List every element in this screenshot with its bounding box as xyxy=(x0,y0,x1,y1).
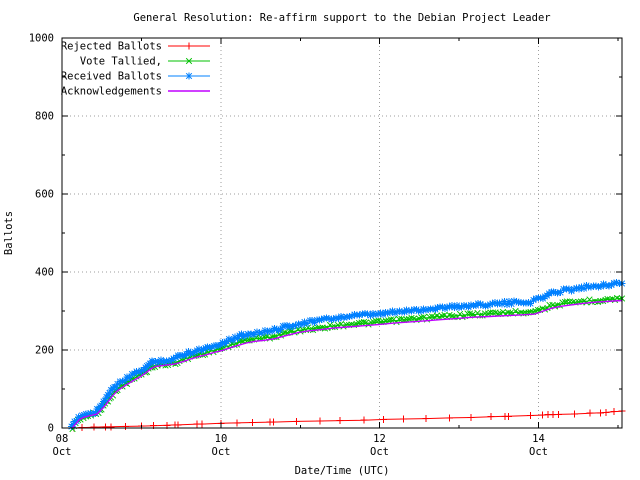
legend-item-acknowledgements: Acknowledgements xyxy=(61,86,210,98)
y-tick-label: 0 xyxy=(48,423,54,435)
y-tick-label: 1000 xyxy=(29,33,54,45)
chart-title: General Resolution: Re-affirm support to… xyxy=(133,12,550,24)
series-line-received-ballots xyxy=(71,282,623,429)
x-tick-label: Oct xyxy=(53,446,72,458)
legend-sample-marker-vote-tallied xyxy=(185,57,193,65)
x-tick-label: Oct xyxy=(370,446,389,458)
legend-item-vote-tallied: Vote Tallied, xyxy=(80,56,210,68)
legend-label-rejected-ballots: Rejected Ballots xyxy=(61,41,162,53)
x-tick-label: 14 xyxy=(532,433,545,445)
x-tick-label: 08 xyxy=(56,433,69,445)
legend-label-acknowledgements: Acknowledgements xyxy=(61,86,162,98)
legend-item-rejected-ballots: Rejected Ballots xyxy=(61,41,210,53)
y-axis-label: Ballots xyxy=(3,211,15,255)
series-line-acknowledgements xyxy=(71,299,623,429)
y-tick-label: 600 xyxy=(35,189,54,201)
y-tick-label: 800 xyxy=(35,111,54,123)
legend-item-received-ballots: Received Ballots xyxy=(61,71,210,83)
x-tick-label: 12 xyxy=(373,433,386,445)
x-tick-label: Oct xyxy=(212,446,231,458)
y-tick-label: 400 xyxy=(35,267,54,279)
legend-label-vote-tallied: Vote Tallied, xyxy=(80,56,162,68)
x-axis-label: Date/Time (UTC) xyxy=(295,465,390,477)
x-tick-label: 10 xyxy=(215,433,228,445)
series-markers-received-ballots xyxy=(68,279,626,430)
legend-sample-marker-received-ballots xyxy=(185,72,193,80)
legend-label-received-ballots: Received Ballots xyxy=(61,71,162,83)
x-tick-label: Oct xyxy=(529,446,548,458)
legend-sample-marker-rejected-ballots xyxy=(185,42,193,50)
y-tick-label: 200 xyxy=(35,345,54,357)
